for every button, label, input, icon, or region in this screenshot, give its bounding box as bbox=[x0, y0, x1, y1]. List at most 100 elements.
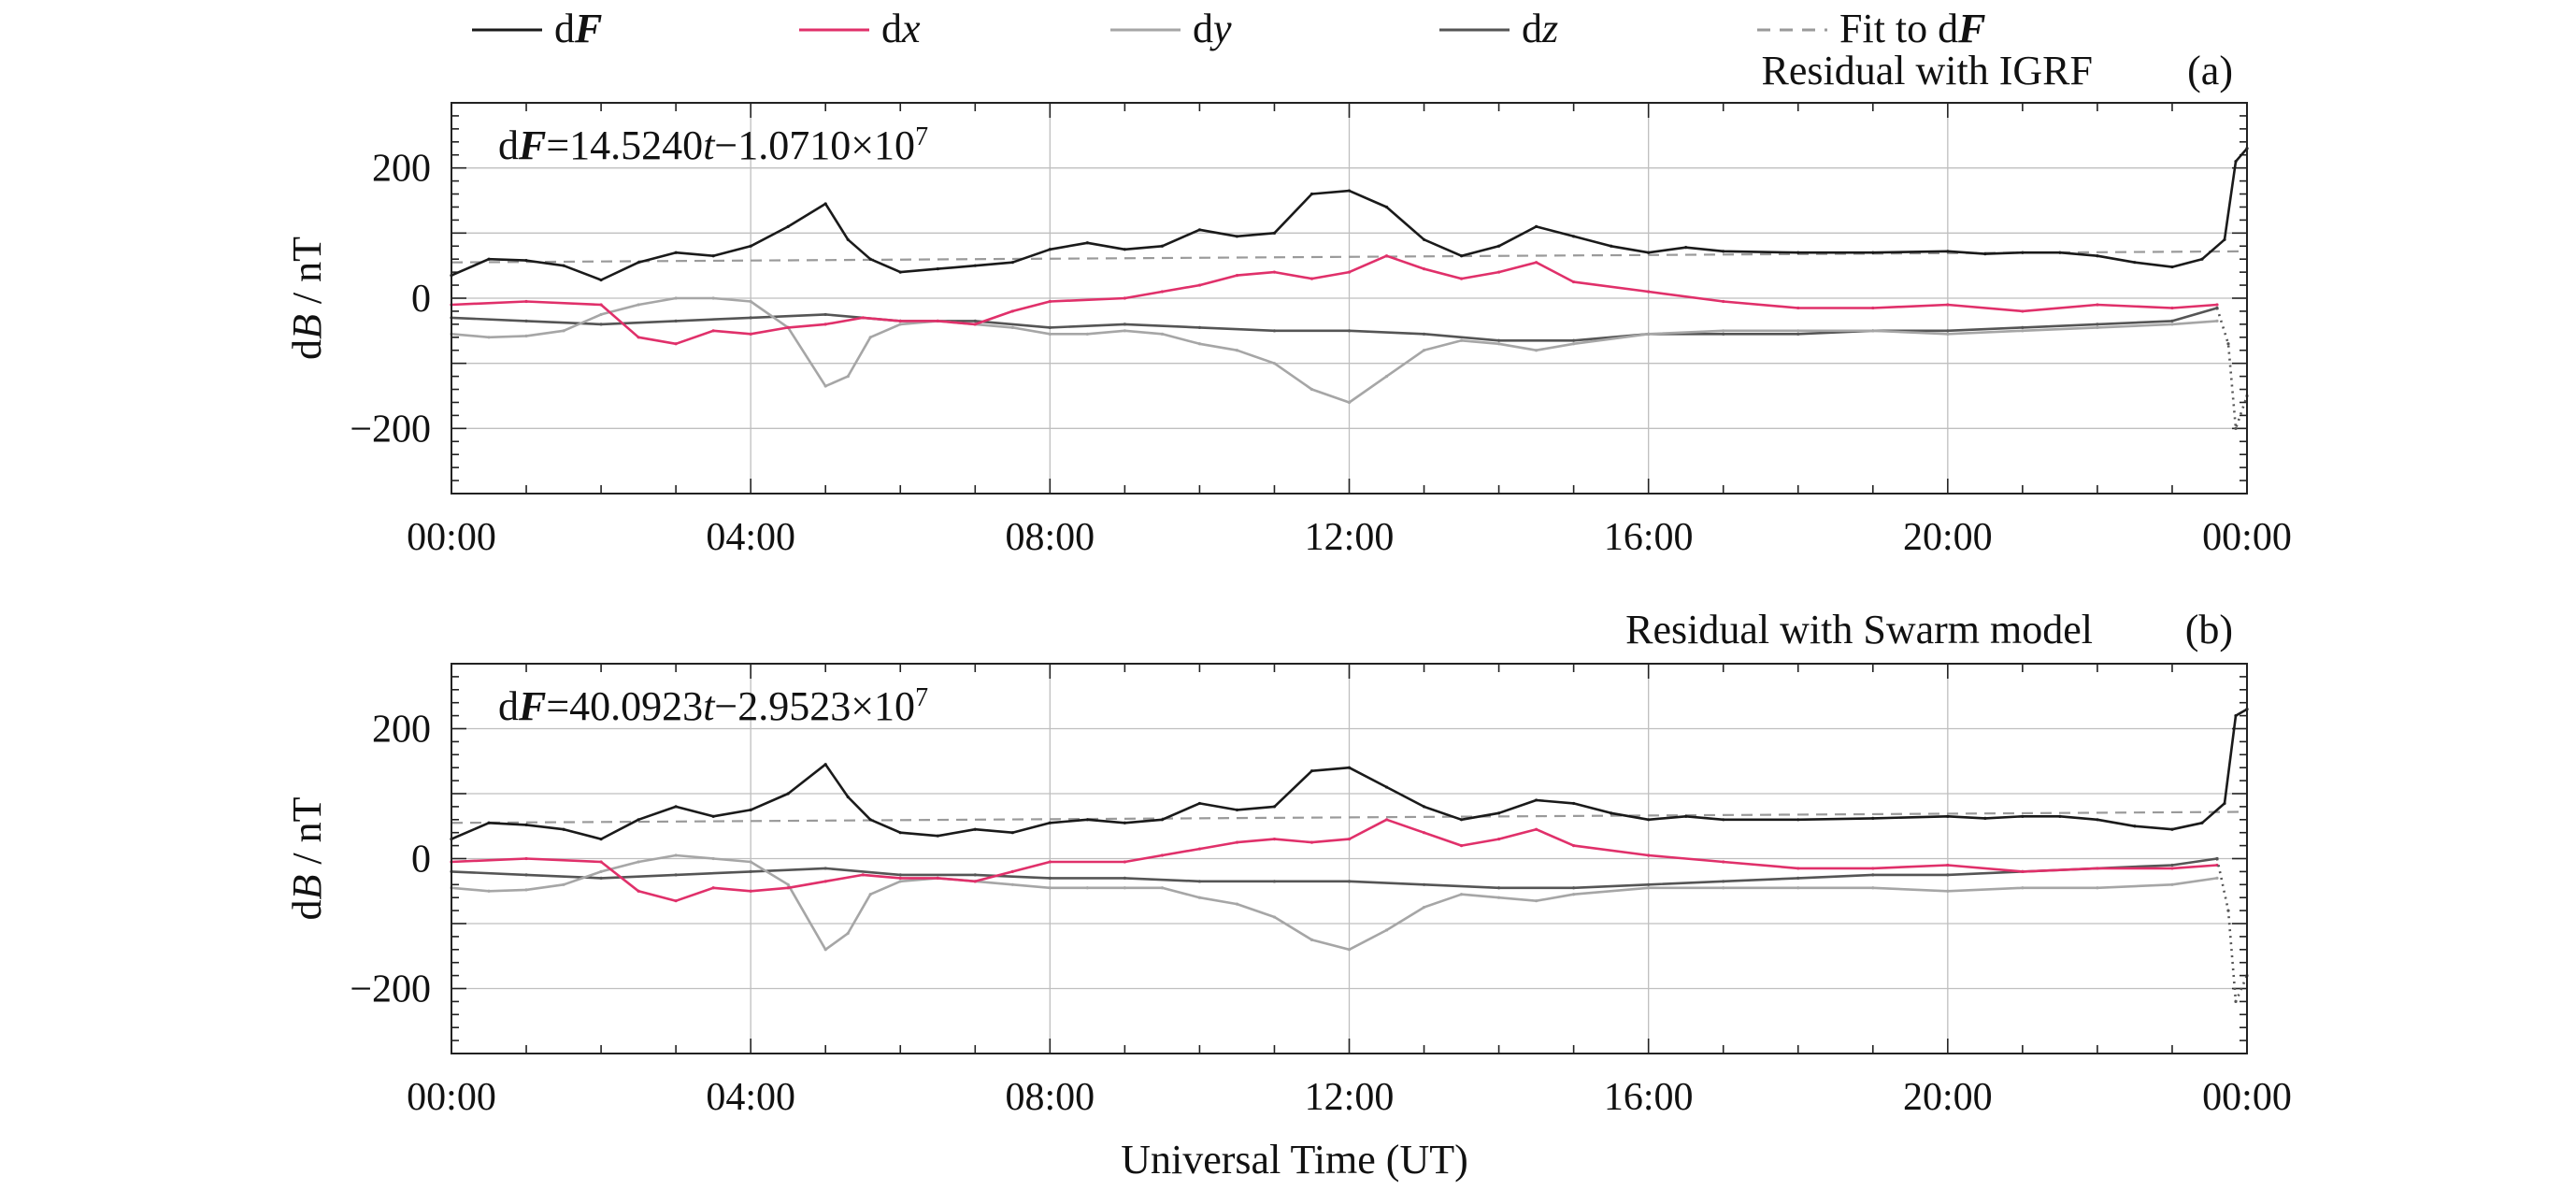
point-dz-14 bbox=[1496, 886, 1501, 890]
series-dz bbox=[451, 307, 2218, 342]
point-dy-28 bbox=[1459, 338, 1464, 342]
axes-frame bbox=[451, 663, 2248, 1054]
point-dF-3 bbox=[562, 264, 565, 267]
point-dz-1 bbox=[524, 873, 528, 877]
point-dF-22 bbox=[1235, 235, 1239, 238]
point-dz-5 bbox=[823, 312, 827, 317]
point-dF-43 bbox=[2133, 261, 2137, 265]
legend-label-dx: dx bbox=[881, 6, 921, 51]
point-dy-35 bbox=[1871, 329, 1875, 333]
point-dy-40 bbox=[2215, 876, 2219, 880]
point-dF-25 bbox=[1347, 766, 1352, 769]
point-dF-29 bbox=[1496, 811, 1501, 815]
point-dF-39 bbox=[1983, 816, 1987, 821]
point-dF-17 bbox=[1048, 248, 1052, 251]
panel-label: (a) bbox=[2187, 48, 2233, 93]
point-dy-4 bbox=[599, 312, 603, 317]
point-dy-38 bbox=[2096, 886, 2099, 890]
point-dy-22 bbox=[1235, 902, 1239, 906]
point-dx-14 bbox=[1048, 860, 1052, 864]
point-dx-9 bbox=[861, 316, 865, 320]
point-dF-35 bbox=[1722, 818, 1725, 822]
point-dx-34 bbox=[2096, 303, 2099, 307]
point-dz-9 bbox=[1123, 323, 1126, 326]
point-dz-17 bbox=[1722, 880, 1725, 883]
point-dy-30 bbox=[1535, 899, 1538, 903]
point-dF-11 bbox=[846, 237, 850, 241]
point-dy-1 bbox=[487, 336, 491, 339]
point-dF-1 bbox=[487, 257, 491, 261]
point-dy-21 bbox=[1197, 896, 1202, 899]
point-dx-22 bbox=[1384, 254, 1389, 258]
point-dz-11 bbox=[1272, 329, 1277, 333]
point-dF-9 bbox=[786, 224, 790, 228]
point-dF-12 bbox=[868, 257, 872, 261]
point-dF-13 bbox=[898, 270, 902, 274]
point-dF-40 bbox=[2021, 251, 2025, 254]
point-dx-19 bbox=[1272, 270, 1277, 274]
point-dz-15 bbox=[1572, 886, 1576, 890]
point-dx-17 bbox=[1197, 283, 1202, 287]
point-dF-19 bbox=[1123, 821, 1126, 824]
series-dx bbox=[451, 818, 2218, 903]
point-dz_tail-0 bbox=[2215, 856, 2219, 861]
point-dy-30 bbox=[1535, 349, 1538, 352]
point-dy-6 bbox=[674, 296, 678, 300]
point-dy-4 bbox=[599, 869, 603, 874]
point-dz_tail-2 bbox=[2234, 999, 2238, 1003]
point-dF-1 bbox=[487, 821, 491, 824]
point-dy-25 bbox=[1347, 948, 1352, 952]
point-dz-1 bbox=[524, 319, 528, 323]
panel-a: 200 0 −200 00:00 04:00 08:00 12:00 16:00 20:00 00… bbox=[284, 48, 2292, 559]
point-dz_tail-2 bbox=[2234, 426, 2238, 430]
point-dy-2 bbox=[524, 334, 528, 338]
point-dx-27 bbox=[1572, 844, 1576, 848]
point-dx-22 bbox=[1384, 818, 1389, 822]
panel-label: (b) bbox=[2185, 607, 2233, 652]
point-dF-22 bbox=[1235, 808, 1239, 811]
point-dy-28 bbox=[1459, 893, 1464, 896]
point-dy-21 bbox=[1197, 342, 1202, 346]
point-dx-24 bbox=[1459, 277, 1464, 280]
x-axis-label: Universal Time (UT) bbox=[1121, 1137, 1468, 1183]
point-dF-46 bbox=[2223, 237, 2226, 241]
point-dF-36 bbox=[1796, 251, 1800, 254]
point-dx-2 bbox=[599, 860, 603, 864]
x-tick-label-0: 00:00 bbox=[407, 1076, 496, 1119]
y-tick-label-200: 200 bbox=[372, 709, 431, 752]
point-dz-12 bbox=[1347, 880, 1352, 883]
x-tick-label-4: 16:00 bbox=[1604, 1076, 1694, 1119]
point-dx-34 bbox=[2096, 867, 2099, 870]
point-dx-33 bbox=[2021, 869, 2025, 874]
y-axis-label: dB / nT bbox=[284, 796, 330, 920]
point-dx-13 bbox=[1010, 309, 1014, 313]
point-dF-27 bbox=[1422, 805, 1426, 809]
point-dz_tail-1 bbox=[2226, 909, 2230, 912]
point-dF-45 bbox=[2200, 821, 2204, 824]
x-tick-label-2: 08:00 bbox=[1005, 1076, 1095, 1119]
x-tick-label-0: 00:00 bbox=[407, 516, 496, 559]
point-dx-2 bbox=[599, 303, 603, 307]
point-dF-34 bbox=[1684, 246, 1688, 250]
point-dF-23 bbox=[1272, 805, 1277, 809]
point-dy-12 bbox=[868, 336, 872, 339]
point-dy-3 bbox=[562, 882, 565, 886]
point-dx-30 bbox=[1796, 867, 1800, 870]
y-tick-label-200: 200 bbox=[372, 148, 431, 191]
legend-label-dy: dy bbox=[1193, 6, 1232, 51]
point-dz-7 bbox=[973, 319, 977, 323]
point-dF-7 bbox=[711, 814, 715, 818]
point-dy-25 bbox=[1347, 400, 1352, 405]
panel-title: Residual with IGRF bbox=[1762, 48, 2093, 93]
point-dF-19 bbox=[1123, 248, 1126, 251]
point-dy-29 bbox=[1496, 896, 1501, 899]
point-dx-35 bbox=[2170, 867, 2174, 870]
point-dy-19 bbox=[1123, 886, 1126, 890]
point-dy-38 bbox=[2096, 325, 2099, 329]
point-dF-44 bbox=[2170, 265, 2174, 269]
series-dz_tail bbox=[2215, 308, 2249, 430]
series-dz_tail bbox=[2215, 858, 2249, 1003]
point-dF-10 bbox=[823, 763, 827, 767]
fit-equation: dF=40.0923t−2.9523×107 bbox=[498, 683, 928, 730]
point-dF-11 bbox=[846, 795, 850, 799]
